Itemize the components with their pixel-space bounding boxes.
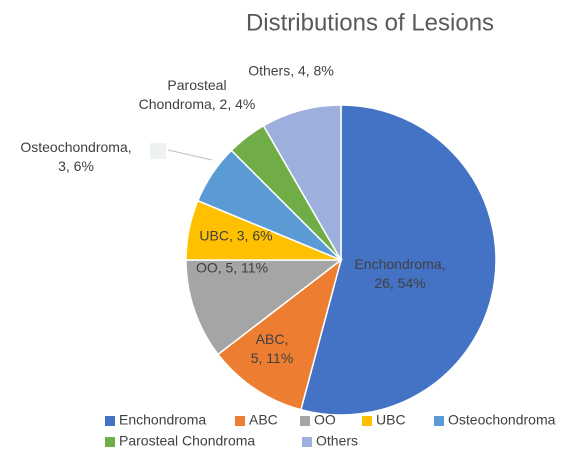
- legend-label: ABC: [249, 412, 278, 428]
- data-label: Enchondroma,: [354, 256, 445, 272]
- data-label: Others, 4, 8%: [248, 63, 334, 79]
- legend-label: UBC: [376, 412, 406, 428]
- pie-slice: [299, 104, 497, 416]
- data-label: UBC, 3, 6%: [199, 228, 272, 244]
- data-label: 26, 54%: [374, 275, 425, 291]
- legend-swatch: [300, 416, 310, 426]
- pie-slice: [185, 259, 344, 356]
- legend-label: Enchondroma: [119, 412, 206, 428]
- legend-swatch: [235, 416, 245, 426]
- legend-swatch: [362, 416, 372, 426]
- chart-title: Distributions of Lesions: [246, 9, 494, 36]
- data-label: Chondroma, 2, 4%: [139, 96, 256, 112]
- legend-label: OO: [314, 412, 336, 428]
- legend-label: Parosteal Chondroma: [119, 433, 255, 449]
- legend-swatch: [302, 437, 312, 447]
- leader-line: [167, 149, 213, 161]
- legend-label: Others: [316, 433, 358, 449]
- data-label: OO, 5, 11%: [196, 260, 268, 276]
- pie-slice: [216, 258, 343, 411]
- data-label: ABC,: [256, 331, 289, 347]
- legend-swatch: [105, 416, 115, 426]
- legend-label: Osteochondroma: [448, 412, 556, 428]
- data-label: 3, 6%: [58, 158, 94, 174]
- data-label: Osteochondroma,: [20, 139, 131, 155]
- pie-slice: [262, 104, 342, 263]
- legend-swatch: [434, 416, 444, 426]
- label-box: [150, 143, 166, 159]
- data-label: Parosteal: [167, 77, 226, 93]
- legend-swatch: [105, 437, 115, 447]
- data-label: 5, 11%: [251, 350, 294, 366]
